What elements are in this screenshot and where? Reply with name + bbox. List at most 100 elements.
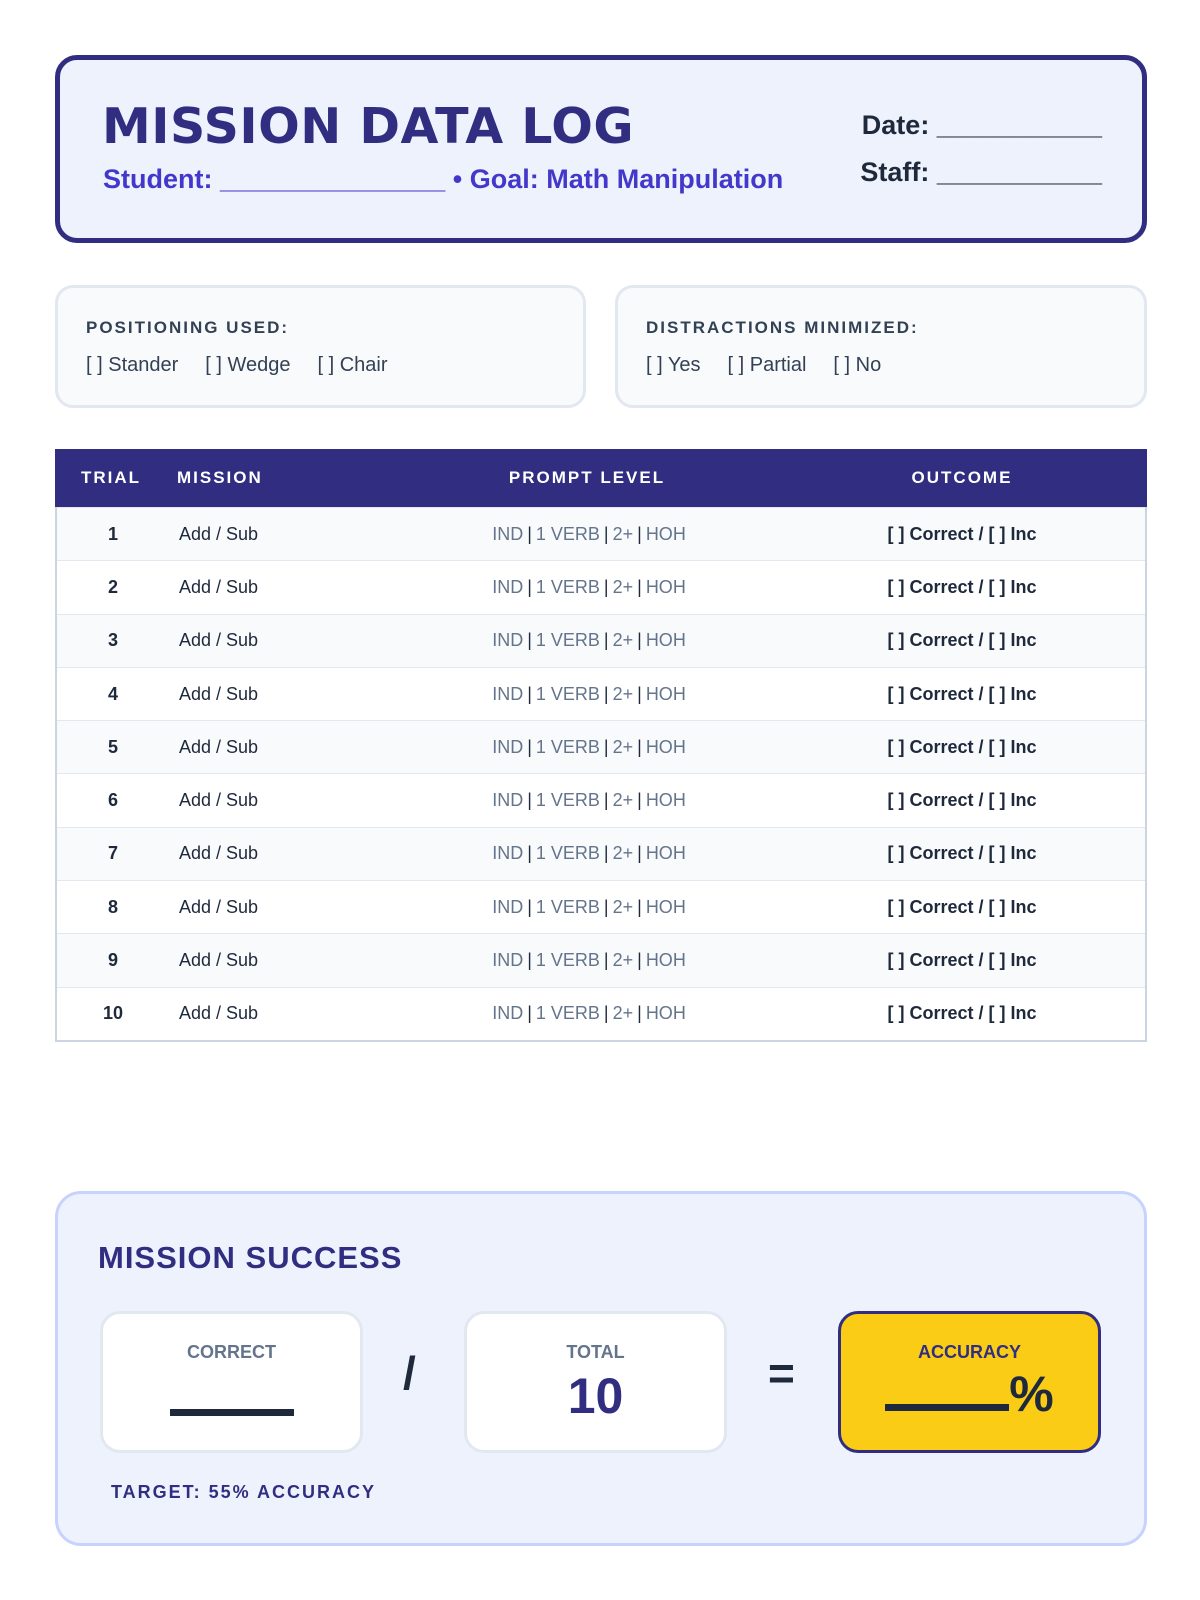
separator: |: [527, 576, 532, 597]
prompt-option[interactable]: HOH: [645, 843, 686, 864]
trial-number: 1: [107, 523, 118, 544]
prompt-option[interactable]: 2+: [612, 576, 634, 597]
target-text: TARGET: 55% ACCURACY: [111, 1482, 377, 1502]
outcome-cell[interactable]: [ ] Correct / [ ] Inc: [887, 683, 1037, 704]
prompt-option[interactable]: 2+: [612, 896, 634, 917]
header-outcome: OUTCOME: [911, 468, 1013, 487]
table-row: 3 Add / Sub IND | 1 VERB | 2+ | HOH [ ] Correc…: [57, 613, 1145, 667]
separator: |: [637, 790, 642, 811]
prompt-option[interactable]: 2+: [612, 630, 634, 651]
prompt-option[interactable]: IND: [492, 683, 524, 704]
outcome-cell[interactable]: [ ] Correct / [ ] Inc: [887, 736, 1037, 757]
prompt-option[interactable]: HOH: [645, 576, 686, 597]
prompt-level-cell: IND | 1 VERB | 2+ | HOH: [399, 950, 779, 971]
separator: |: [603, 630, 609, 651]
prompt-option[interactable]: 2+: [612, 683, 634, 704]
prompt-option[interactable]: IND: [492, 630, 524, 651]
total-label: TOTAL: [566, 1342, 625, 1362]
prompt-level-cell: IND | 1 VERB | 2+ | HOH: [399, 524, 779, 545]
outcome-cell[interactable]: [ ] Correct / [ ] Inc: [887, 790, 1037, 811]
prompt-option[interactable]: 1 VERB: [535, 736, 600, 757]
accuracy-label: ACCURACY: [918, 1342, 1021, 1362]
prompt-option[interactable]: 1 VERB: [535, 576, 600, 597]
positioning-option-chair[interactable]: [ ] Chair: [317, 354, 388, 376]
prompt-option[interactable]: HOH: [645, 736, 686, 757]
page-title: MISSION DATA LOG: [102, 98, 635, 155]
prompt-option[interactable]: IND: [492, 736, 524, 757]
prompt-option[interactable]: 2+: [612, 790, 634, 811]
prompt-option[interactable]: 2+: [612, 843, 634, 864]
prompt-option[interactable]: IND: [492, 843, 524, 864]
prompt-option[interactable]: HOH: [645, 683, 686, 704]
mission-cell: Add / Sub: [179, 523, 259, 544]
student-goal-line: Student: _______________ • Goal: Math Ma…: [103, 164, 783, 195]
prompt-option[interactable]: 1 VERB: [535, 523, 600, 544]
table-row: 10 Add / Sub IND | 1 VERB | 2+ | HOH [ ] Corre…: [57, 986, 1145, 1040]
prompt-option[interactable]: HOH: [645, 790, 686, 811]
prompt-option[interactable]: HOH: [645, 896, 686, 917]
staff-field[interactable]: Staff: ___________: [860, 157, 1102, 187]
table-row: 1 Add / Sub IND | 1 VERB | 2+ | HOH [ ] Correc…: [57, 507, 1145, 561]
outcome-cell[interactable]: [ ] Correct / [ ] Inc: [887, 843, 1037, 864]
distractions-option-partial[interactable]: [ ] Partial: [727, 354, 807, 376]
outcome-cell[interactable]: [ ] Correct / [ ] Inc: [887, 1003, 1037, 1024]
outcome-cell[interactable]: [ ] Correct / [ ] Inc: [887, 576, 1037, 597]
positioning-option-stander[interactable]: [ ] Stander: [86, 354, 179, 376]
prompt-option[interactable]: HOH: [645, 630, 686, 651]
prompt-option[interactable]: HOH: [645, 523, 686, 544]
separator: |: [637, 576, 642, 597]
prompt-option[interactable]: 1 VERB: [535, 790, 600, 811]
outcome-cell[interactable]: [ ] Correct / [ ] Inc: [887, 896, 1037, 917]
prompt-option[interactable]: 1 VERB: [535, 843, 600, 864]
distractions-option-no[interactable]: [ ] No: [833, 354, 882, 376]
distractions-card: DISTRACTIONS MINIMIZED: [ ] Yes [ ] Part…: [615, 285, 1147, 408]
prompt-option[interactable]: HOH: [645, 1003, 686, 1024]
separator: |: [527, 896, 532, 917]
mission-success-panel: MISSION SUCCESS CORRECT / TOTAL 10 = ACC…: [55, 1191, 1147, 1546]
prompt-level-cell: IND | 1 VERB | 2+ | HOH: [399, 577, 779, 598]
separator: |: [527, 630, 532, 651]
prompt-option[interactable]: IND: [492, 950, 524, 971]
prompt-option[interactable]: 2+: [612, 950, 634, 971]
table-row: 9 Add / Sub IND | 1 VERB | 2+ | HOH [ ] Correc…: [57, 933, 1145, 987]
prompt-option[interactable]: HOH: [645, 950, 686, 971]
header-mission: MISSION: [177, 468, 263, 487]
prompt-option[interactable]: 2+: [612, 523, 634, 544]
trial-number: 6: [107, 790, 118, 811]
separator: |: [527, 843, 532, 864]
date-field[interactable]: Date: ___________: [861, 110, 1102, 140]
outcome-cell[interactable]: [ ] Correct / [ ] Inc: [887, 523, 1037, 544]
separator: |: [527, 683, 532, 704]
mission-cell: Add / Sub: [179, 630, 259, 651]
correct-card[interactable]: CORRECT: [100, 1311, 363, 1453]
prompt-level-cell: IND | 1 VERB | 2+ | HOH: [399, 630, 779, 651]
prompt-option[interactable]: 1 VERB: [535, 950, 600, 971]
prompt-option[interactable]: 2+: [612, 1003, 634, 1024]
header-trial: TRIAL: [80, 468, 142, 487]
prompt-option[interactable]: 1 VERB: [535, 630, 600, 651]
mission-cell: Add / Sub: [179, 950, 259, 971]
prompt-option[interactable]: IND: [492, 523, 524, 544]
prompt-option[interactable]: IND: [492, 1003, 524, 1024]
prompt-option[interactable]: 1 VERB: [535, 896, 600, 917]
correct-blank[interactable]: [169, 1409, 294, 1416]
correct-label: CORRECT: [187, 1342, 276, 1362]
outcome-cell[interactable]: [ ] Correct / [ ] Inc: [887, 950, 1037, 971]
prompt-option[interactable]: IND: [492, 576, 524, 597]
positioning-option-wedge[interactable]: [ ] Wedge: [205, 354, 291, 376]
prompt-option[interactable]: 2+: [612, 736, 634, 757]
trial-number: 9: [107, 950, 118, 971]
prompt-option[interactable]: 1 VERB: [535, 1003, 600, 1024]
student-field[interactable]: Student: _______________: [103, 164, 446, 194]
separator: |: [637, 1003, 642, 1024]
prompt-option[interactable]: IND: [492, 790, 524, 811]
separator: |: [527, 950, 532, 971]
divide-sign: /: [403, 1347, 416, 1399]
accuracy-blank[interactable]: [885, 1404, 1010, 1411]
table-header: TRIAL MISSION PROMPT LEVEL OUTCOME: [55, 449, 1147, 507]
prompt-option[interactable]: IND: [492, 896, 524, 917]
distractions-option-yes[interactable]: [ ] Yes: [646, 354, 701, 376]
accuracy-card[interactable]: ACCURACY %: [838, 1311, 1101, 1453]
outcome-cell[interactable]: [ ] Correct / [ ] Inc: [887, 630, 1037, 651]
prompt-option[interactable]: 1 VERB: [535, 683, 600, 704]
